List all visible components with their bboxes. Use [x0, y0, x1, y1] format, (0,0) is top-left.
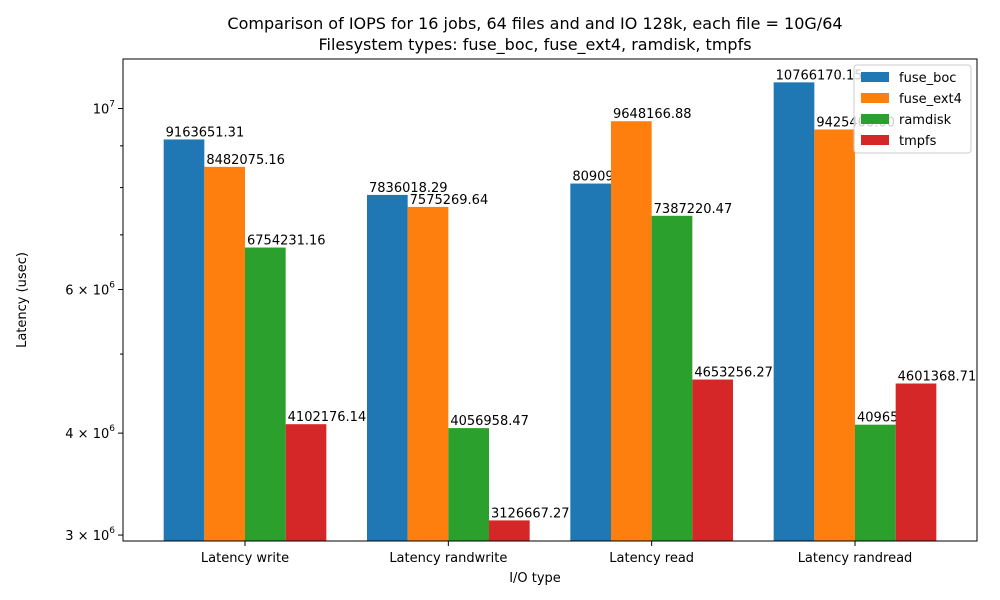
- legend-label-fuse-boc: fuse_boc: [899, 71, 956, 86]
- x-tick-label: Latency randwrite: [389, 551, 507, 566]
- data-label: 3126667.27: [491, 506, 570, 521]
- legend-swatch-ramdisk: [861, 114, 889, 124]
- y-axis-label: Latency (usec): [15, 252, 30, 348]
- data-label: 7387220.47: [654, 202, 733, 217]
- data-label: 9163651.31: [166, 125, 245, 140]
- legend-label-fuse-ext4: fuse_ext4: [899, 92, 962, 107]
- bar-fuse-ext4-3: [611, 121, 652, 541]
- bar-fuse-ext4-4: [814, 129, 855, 542]
- data-label: 8482075.16: [206, 153, 285, 168]
- chart-title: Comparison of IOPS for 16 jobs, 64 files…: [227, 14, 842, 33]
- data-label: 4653256.27: [694, 366, 773, 381]
- bar-tmpfs-3: [692, 379, 733, 541]
- x-tick-label: Latency randread: [798, 551, 913, 566]
- data-label: 10766170.15: [776, 68, 863, 83]
- x-axis-label: I/O type: [509, 571, 561, 586]
- y-tick-label: 6 × 106: [65, 280, 115, 298]
- legend-box: [853, 64, 972, 154]
- data-label: 9648166.88: [613, 107, 692, 122]
- bar-ramdisk-2: [448, 428, 489, 541]
- bar-fuse-boc-1: [163, 139, 205, 541]
- x-tick-label: Latency read: [609, 551, 694, 566]
- data-label: 7575269.64: [410, 193, 489, 208]
- bar-ramdisk-3: [651, 215, 693, 542]
- legend-label-ramdisk: ramdisk: [899, 113, 952, 128]
- legend-swatch-tmpfs: [861, 135, 889, 145]
- bar-fuse-boc-4: [773, 82, 815, 542]
- data-label: 4056958.47: [450, 414, 529, 429]
- bar-fuse-boc-3: [570, 183, 611, 541]
- axes-frame: [122, 58, 978, 542]
- legend-swatch-fuse-ext4: [861, 93, 889, 103]
- legend-label-tmpfs: tmpfs: [899, 134, 937, 149]
- data-label: 4601368.71: [898, 370, 977, 385]
- bar-tmpfs-4: [895, 383, 937, 541]
- data-label: 6754231.16: [247, 234, 326, 249]
- y-tick-label: 3 × 106: [65, 526, 115, 544]
- data-label: 4102176.14: [288, 410, 367, 425]
- bar-tmpfs-1: [285, 424, 327, 541]
- bar-ramdisk-1: [245, 247, 286, 541]
- bar-ramdisk-4: [855, 424, 896, 541]
- legend-swatch-fuse-boc: [861, 72, 889, 82]
- y-tick-label: 107: [93, 100, 115, 118]
- bar-fuse-ext4-1: [204, 166, 245, 541]
- plot-area: 9163651.31 8482075.16 6754231.16 4102176.14…: [65, 68, 976, 566]
- bar-fuse-ext4-2: [407, 206, 449, 541]
- data-label: 7836018.29: [369, 181, 448, 196]
- bar-tmpfs-2: [489, 520, 530, 541]
- x-tick-label: Latency write: [201, 551, 289, 566]
- y-tick-label: 4 × 106: [65, 424, 115, 442]
- chart-subtitle: Filesystem types: fuse_boc, fuse_ext4, r…: [318, 35, 751, 55]
- bar-fuse-boc-2: [367, 194, 408, 541]
